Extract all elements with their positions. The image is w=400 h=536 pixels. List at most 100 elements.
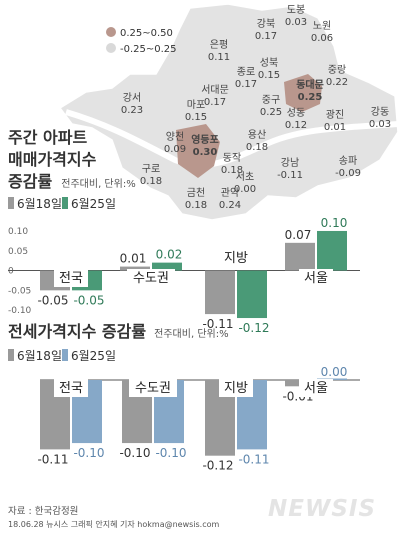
credit-text: 18.06.28 뉴시스 그래픽 안지혜 기자 hokma@newsis.com — [8, 520, 220, 529]
data-label: 0.10 — [321, 216, 348, 230]
chart1-title-line3: 증감률 — [8, 172, 53, 191]
data-label: -0.12 — [202, 459, 233, 473]
chart1-title-row3: 증감률 전주대비, 단위:% — [8, 168, 136, 192]
seoul-map: 0.25~0.50-0.25~0.25 도봉0.03강북0.17노원0.06은평… — [58, 3, 399, 221]
category-label: 서울 — [304, 381, 328, 396]
district-name: 노원 — [313, 20, 331, 32]
seoul-outline — [58, 3, 399, 221]
bar — [317, 230, 347, 271]
bar — [120, 266, 150, 271]
district-name: 성북 — [260, 57, 278, 69]
district-yeongdeungpo-shape — [176, 124, 220, 178]
bar — [205, 270, 235, 315]
source-text: 자료 : 한국감정원 — [8, 506, 79, 517]
district-name: 동작 — [223, 152, 241, 164]
district-value: 0.17 — [204, 97, 226, 108]
category-label-bg — [127, 269, 175, 287]
category-label-bg — [219, 379, 253, 397]
category-label: 서울 — [304, 271, 328, 286]
legend-label: 6월18일 — [17, 349, 62, 363]
district-value: 0.11 — [208, 52, 230, 63]
category-label: 전국 — [59, 381, 83, 396]
category-label-bg — [129, 379, 177, 397]
han-river — [65, 109, 399, 168]
district-value: 0.15 — [258, 70, 280, 81]
chart2-title-row: 전세가격지수 증감률 전주대비, 단위:% — [8, 318, 229, 342]
district-value: 0.18 — [140, 176, 162, 187]
district-name: 서대문 — [201, 84, 229, 96]
data-label: -0.05 — [37, 293, 68, 307]
district-name: 강북 — [257, 18, 275, 30]
district-name: 금천 — [187, 187, 205, 199]
category-label-bg — [54, 379, 88, 397]
bar — [285, 242, 315, 271]
district-name: 용산 — [248, 129, 266, 141]
district-name: 은평 — [210, 39, 228, 51]
district-value: 0.30 — [193, 147, 218, 158]
district-value: 0.03 — [285, 17, 307, 28]
data-label: 0.01 — [120, 252, 147, 266]
legend-label: 6월25일 — [71, 197, 116, 211]
category-label-bg — [299, 379, 333, 397]
data-label: -0.11 — [202, 317, 233, 331]
district-name: 도봉 — [287, 4, 305, 16]
district-name: 양천 — [166, 131, 184, 143]
chart1-title-line2: 매매가격지수 — [8, 150, 97, 169]
category-label-bg — [219, 249, 253, 267]
district-name: 종로 — [237, 66, 255, 78]
category-label: 지방 — [224, 251, 248, 266]
district-value: 0.17 — [235, 79, 257, 90]
category-label: 수도권 — [135, 381, 171, 396]
map-legend-swatch — [106, 27, 116, 37]
district-value: 0.18 — [221, 165, 243, 176]
district-value: 0.03 — [369, 119, 391, 130]
district-value: 0.00 — [234, 184, 256, 195]
map-legend-label: -0.25~0.25 — [120, 44, 177, 55]
y-tick-label: -0.10 — [8, 306, 32, 316]
data-label: -0.10 — [119, 446, 150, 460]
district-name: 중랑 — [328, 64, 346, 76]
bar — [152, 262, 182, 271]
district-name: 송파 — [339, 155, 357, 167]
district-name: 구로 — [142, 164, 160, 175]
legend-label: 6월25일 — [71, 349, 116, 363]
legend-swatch — [8, 197, 14, 209]
y-tick-label: -0.05 — [8, 286, 31, 296]
chart1: 6월18일 6월25일 0.10 0.05 0 -0.05 -0.10 -0.05 -0.05 전… — [8, 197, 360, 332]
district-value: 0.25 — [298, 92, 323, 103]
chart2-title: 전세가격지수 증감률 — [8, 322, 147, 341]
category-label-bg — [299, 269, 333, 287]
district-value: 0.18 — [246, 142, 268, 153]
district-value: 0.15 — [185, 112, 207, 123]
district-value: 0.22 — [326, 77, 348, 88]
district-value: 0.17 — [255, 31, 277, 42]
data-label: -0.10 — [155, 446, 186, 460]
district-value: 0.01 — [324, 122, 346, 133]
map-legend: 0.25~0.50 -0.25~0.25 — [106, 27, 177, 55]
district-name: 강남 — [281, 157, 299, 169]
data-label: -0.11 — [37, 452, 68, 466]
district-value: 0.24 — [219, 200, 241, 211]
chart1-subtitle: 전주대비, 단위:% — [61, 179, 136, 190]
chart2-subtitle: 전주대비, 단위:% — [154, 329, 229, 340]
chart1-title-line1: 주간 아파트 — [8, 128, 88, 147]
data-label: -0.12 — [238, 321, 269, 332]
district-name: 서초 — [236, 171, 254, 183]
legend-swatch — [8, 349, 14, 361]
district-name: 동대문 — [296, 78, 324, 91]
legend-swatch — [62, 349, 68, 361]
legend-label: 6월18일 — [17, 197, 62, 211]
category-label: 수도권 — [133, 271, 169, 286]
district-name: 중구 — [262, 94, 280, 106]
district-value: 0.09 — [164, 144, 186, 155]
district-dongdaemun-shape — [284, 74, 322, 112]
district-name: 관악 — [221, 187, 239, 199]
bar — [237, 270, 267, 319]
district-value: 0.06 — [311, 33, 333, 44]
y-tick-label: 0 — [8, 267, 14, 277]
chart2: 6월18일 6월25일 -0.11 -0.10 전국 -0.10 -0.10 수도권 -0.12… — [8, 349, 360, 473]
data-label: 0.02 — [156, 248, 183, 262]
data-label: -0.05 — [73, 293, 104, 307]
